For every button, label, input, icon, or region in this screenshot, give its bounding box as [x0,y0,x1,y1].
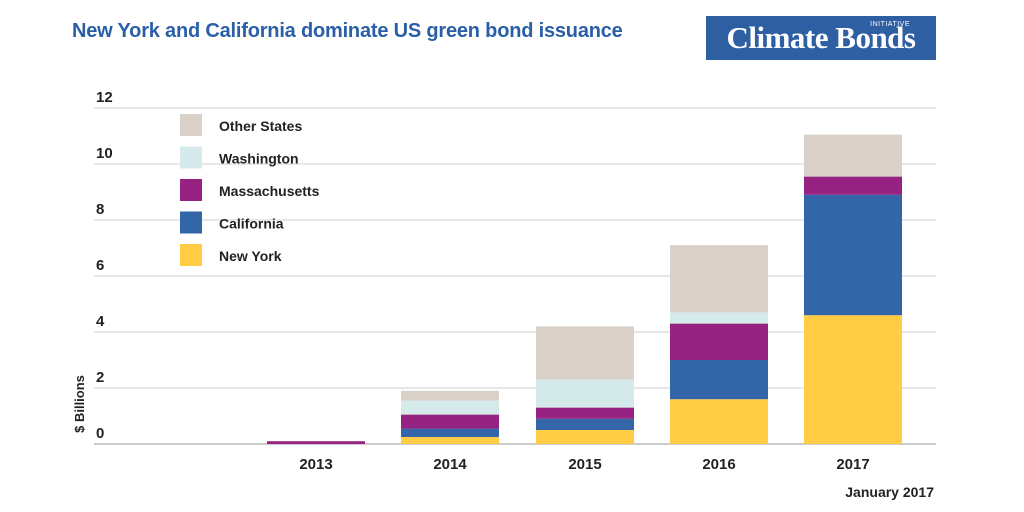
bar-segment-massachusetts-2014 [401,414,499,429]
date-footnote: January 2017 [845,484,934,500]
bar-segment-other-states-2017 [804,134,902,177]
x-tick-label: 2013 [299,456,332,473]
chart-title: New York and California dominate US gree… [72,20,623,42]
legend-swatch-washington [180,146,202,169]
x-tick-label: 2016 [702,456,735,473]
x-tick-label: 2015 [568,456,601,473]
bar-segment-california-2014 [401,428,499,437]
bar-segment-massachusetts-2013 [267,441,365,444]
y-tick-label: 8 [96,201,104,218]
y-tick-label: 2 [96,369,104,386]
legend-swatch-other-states [180,114,202,136]
y-tick-label: 6 [96,257,104,274]
legend-swatch-massachusetts [180,179,202,201]
bar-segment-new-york-2017 [804,315,902,444]
y-axis-label: $ Billions [72,375,87,433]
legend-label: Washington [219,151,299,167]
bar-segment-other-states-2015 [536,326,634,380]
legend-label: Other States [219,118,302,134]
y-tick-label: 10 [96,145,113,162]
y-tick-label: 0 [96,425,104,442]
bar-segment-new-york-2016 [670,399,768,444]
bar-segment-other-states-2016 [670,245,768,313]
bar-segment-washington-2014 [401,400,499,415]
bar-segment-california-2017 [804,194,902,316]
bar-segment-massachusetts-2016 [670,323,768,360]
x-tick-label: 2017 [836,456,869,473]
y-tick-label: 12 [96,89,113,106]
legend-label: California [219,216,284,232]
x-tick-label: 2014 [433,456,467,473]
bar-segment-other-states-2014 [401,390,499,401]
bar-segment-new-york-2014 [401,437,499,444]
bar-segment-california-2015 [536,418,634,430]
bar-segment-california-2016 [670,360,768,400]
legend-swatch-new-york [180,244,202,266]
bar-segment-washington-2016 [670,312,768,324]
bar-segment-new-york-2015 [536,430,634,444]
legend-swatch-california [180,211,202,234]
bar-segment-washington-2015 [536,379,634,408]
legend-label: New York [219,248,282,264]
bar-segment-massachusetts-2015 [536,407,634,419]
y-tick-label: 4 [96,313,105,330]
logo-subtext: INITIATIVE [870,21,910,28]
climate-bonds-logo: Climate Bonds INITIATIVE [706,16,936,60]
bar-segment-massachusetts-2017 [804,176,902,195]
legend-label: Massachusetts [219,183,320,199]
logo-text: Climate Bonds [726,20,917,55]
